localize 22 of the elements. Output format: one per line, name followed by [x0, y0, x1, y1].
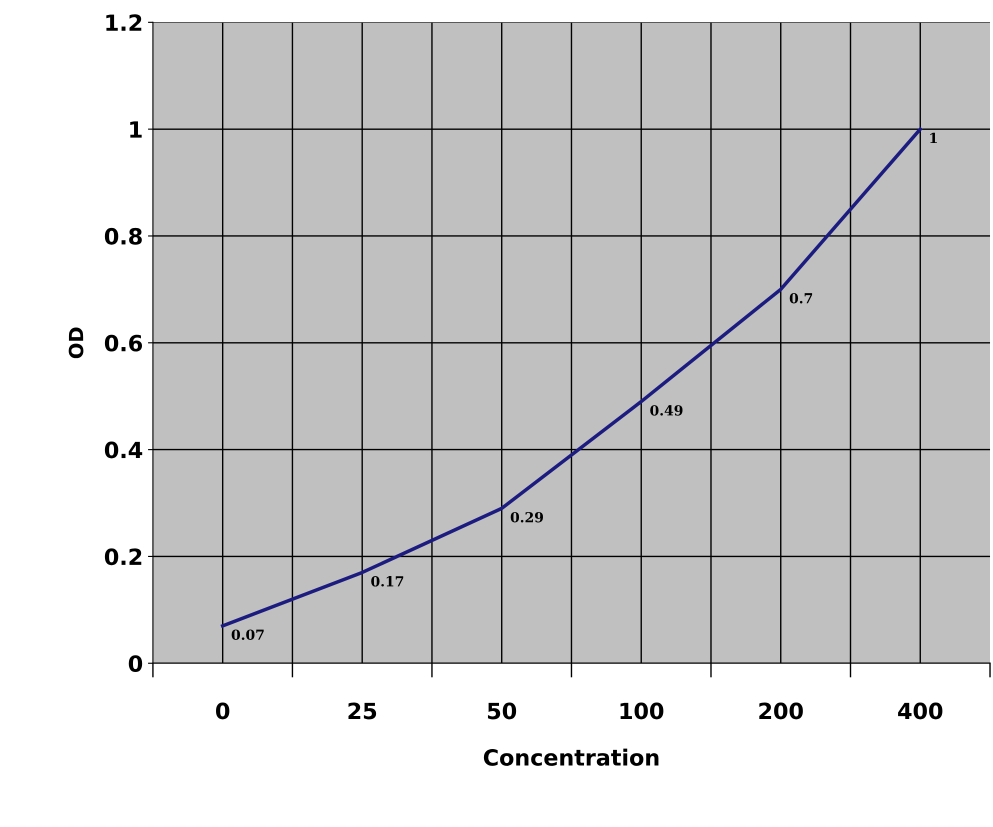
x-tick-label: 25: [348, 702, 376, 720]
y-tick-label: 1: [130, 121, 142, 138]
x-tick-label: 100: [620, 702, 664, 720]
data-label: 1: [930, 132, 937, 144]
x-tick-label: 50: [488, 702, 516, 720]
data-label: 0.17: [371, 576, 404, 587]
line-series: [220, 127, 922, 628]
x-axis-title: Concentration: [484, 748, 658, 766]
y-tick-label: 1.2: [106, 14, 142, 31]
y-tick-label: 0.6: [104, 334, 142, 352]
data-label: 0.7: [790, 292, 812, 304]
y-tick-label: 0.4: [104, 442, 142, 458]
x-tick-label: 0: [216, 702, 230, 720]
y-tick-label: 0.2: [104, 548, 142, 566]
y-tick-label: 0: [128, 655, 142, 672]
data-label: 0.49: [650, 405, 683, 416]
x-tick-label: 200: [759, 702, 803, 720]
y-axis-title: OD: [68, 327, 84, 358]
data-label: 0.29: [510, 512, 543, 522]
y-tick-label: 0.8: [104, 228, 142, 245]
data-label: 0.07: [232, 629, 264, 640]
x-tick-label: 400: [898, 702, 942, 720]
